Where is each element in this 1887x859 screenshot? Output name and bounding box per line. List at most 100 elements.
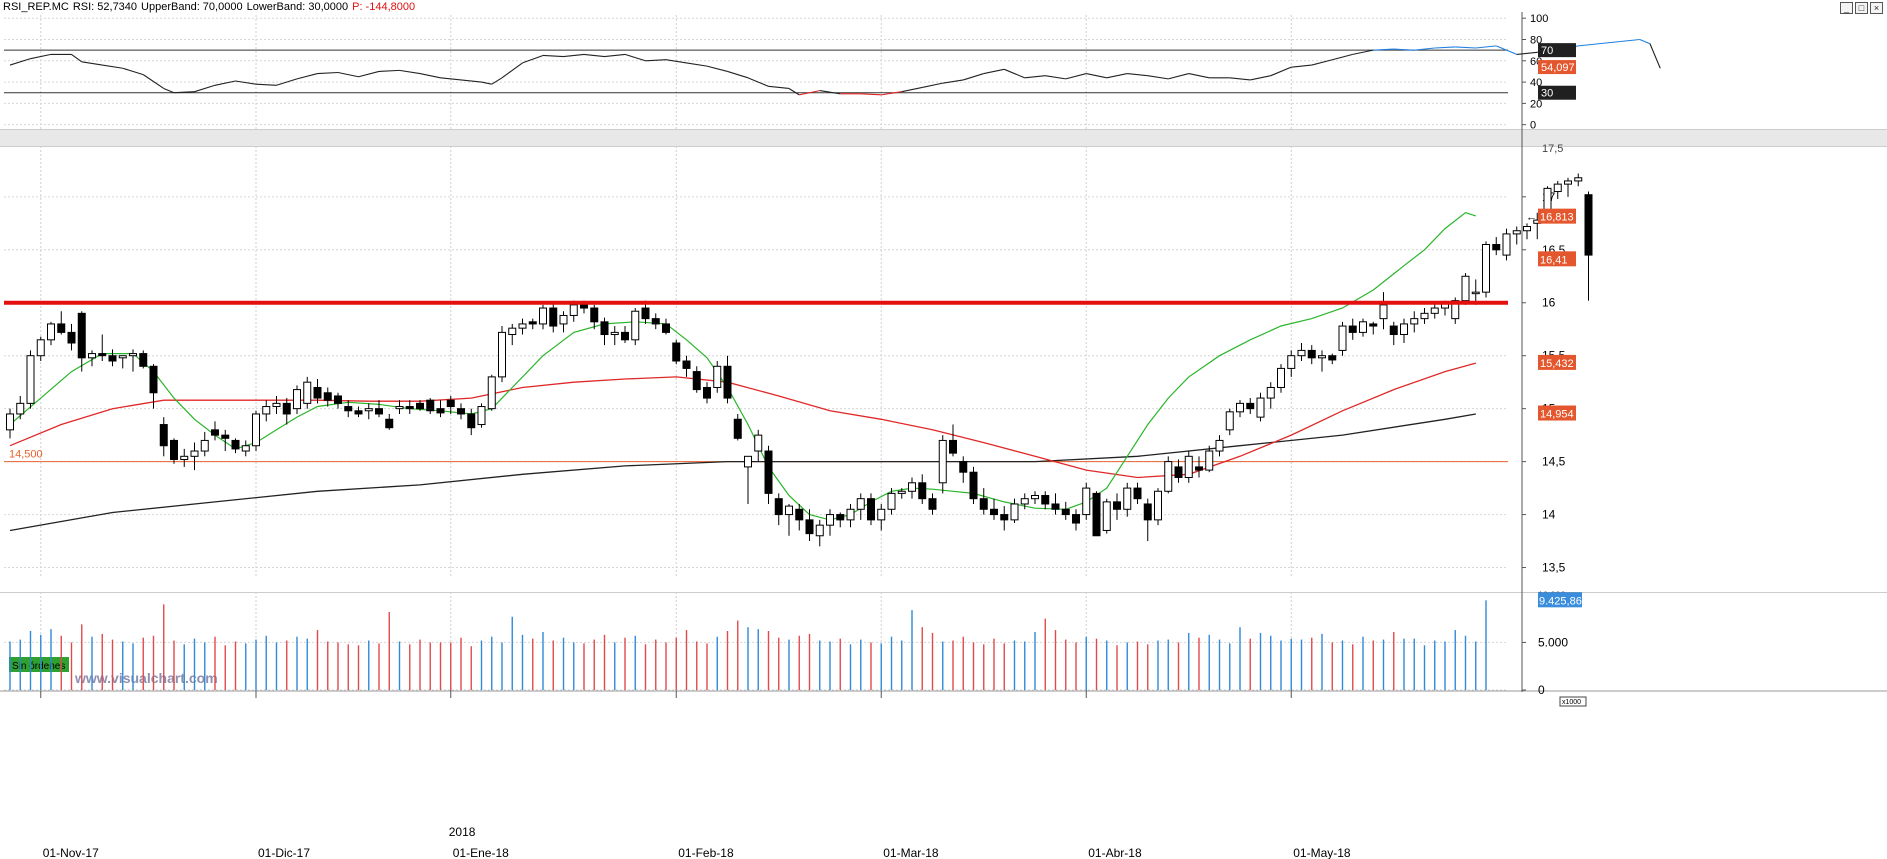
candle-body <box>170 439 178 460</box>
candle-body <box>539 307 547 325</box>
candle <box>354 406 363 418</box>
candle <box>682 355 691 377</box>
candle <box>1502 228 1511 261</box>
candle <box>1205 445 1214 473</box>
candle <box>723 355 732 404</box>
candle-body <box>1143 503 1152 521</box>
candle-body <box>1246 402 1255 410</box>
rsi-line-segment <box>1147 75 1169 80</box>
x-tick-label: 01-Dic-17 <box>258 846 310 859</box>
rsi-line-segment <box>317 71 339 75</box>
candle-body <box>682 360 691 369</box>
candle <box>1389 321 1398 346</box>
candle-body <box>477 406 486 426</box>
candle <box>57 311 66 335</box>
rsi-line-segment <box>1639 38 1651 45</box>
candle <box>744 455 752 504</box>
sma-medium-line <box>9 362 1476 479</box>
rsi-line-segment <box>296 73 318 80</box>
maximize-icon[interactable]: □ <box>1855 2 1868 14</box>
candle <box>528 318 537 330</box>
x-tick-label: 01-Abr-18 <box>1088 846 1142 859</box>
rsi-line-segment <box>1127 73 1148 77</box>
candle <box>815 519 824 547</box>
candle-body <box>580 304 588 309</box>
rsi-line-segment <box>983 68 1005 75</box>
rsi-line-segment <box>665 59 687 64</box>
candle-body <box>508 327 517 336</box>
candle <box>979 488 988 515</box>
candle-body <box>867 498 875 521</box>
candle <box>1092 491 1101 537</box>
candle <box>1492 237 1501 256</box>
candle-body <box>149 365 158 394</box>
candle <box>713 361 722 393</box>
candle <box>1154 488 1162 526</box>
candle-body <box>569 304 578 316</box>
candle <box>1215 435 1224 457</box>
candle-body <box>959 461 968 473</box>
price-tick-label: 14,5 <box>1542 455 1566 469</box>
rsi-line-segment <box>1455 46 1476 49</box>
rsi-line-segment <box>1578 43 1599 47</box>
candle <box>293 385 301 414</box>
candle <box>846 503 855 528</box>
candle-body <box>692 371 701 391</box>
rsi-line-segment <box>276 78 298 86</box>
candle-body <box>744 455 752 468</box>
candle-body <box>631 310 640 341</box>
candle-body <box>559 314 568 325</box>
candle <box>1277 364 1285 393</box>
candle-body <box>1297 349 1306 357</box>
candle <box>446 395 455 414</box>
candle-body <box>118 355 127 359</box>
rsi-current-label-bg <box>1538 60 1576 75</box>
rsi-line-segment <box>706 65 728 72</box>
rsi-line-segment <box>1414 47 1435 51</box>
close-icon[interactable]: × <box>1870 2 1883 14</box>
candle <box>621 326 629 343</box>
candle <box>651 313 660 330</box>
candle <box>1564 177 1572 197</box>
candle <box>918 474 927 504</box>
candle <box>1307 345 1316 365</box>
rsi-line-segment <box>747 77 769 87</box>
candle-body <box>1502 233 1511 256</box>
candle <box>108 349 117 367</box>
candle <box>549 302 558 333</box>
candle <box>1123 482 1132 517</box>
candle-body <box>672 342 681 362</box>
candle <box>98 334 107 361</box>
candle-body <box>303 381 312 404</box>
rsi-line-segment <box>491 77 503 85</box>
rsi-line-segment <box>214 80 236 86</box>
candle-body <box>1328 355 1337 361</box>
rsi-upper-label-text: 70 <box>1541 45 1553 57</box>
rsi-line-segment <box>1619 38 1640 43</box>
rsi-line-segment <box>1311 59 1333 66</box>
candle <box>221 429 230 452</box>
candle <box>313 379 322 404</box>
rsi-line-segment <box>645 59 667 62</box>
candle-body <box>190 450 199 457</box>
candle-body <box>221 434 230 439</box>
rsi-line-segment <box>1516 51 1538 55</box>
candle <box>1430 302 1439 319</box>
minimize-icon[interactable]: _ <box>1840 2 1853 14</box>
candle <box>364 403 373 420</box>
rsi-lower-label: 30 <box>1538 85 1576 100</box>
candle-body <box>815 524 824 537</box>
candle <box>867 493 875 526</box>
candle <box>16 395 25 420</box>
rsi-line-segment <box>624 53 646 62</box>
rsi-line-segment <box>881 91 902 96</box>
candle-body <box>129 353 137 357</box>
orders-badge: Sin órdenes <box>9 657 69 672</box>
rsi-tick-label: 100 <box>1530 13 1548 25</box>
rsi-line-segment <box>255 83 277 86</box>
candle <box>426 398 435 414</box>
candle <box>590 304 599 330</box>
candle-body <box>836 514 845 521</box>
rsi-line-segment <box>1291 64 1312 68</box>
